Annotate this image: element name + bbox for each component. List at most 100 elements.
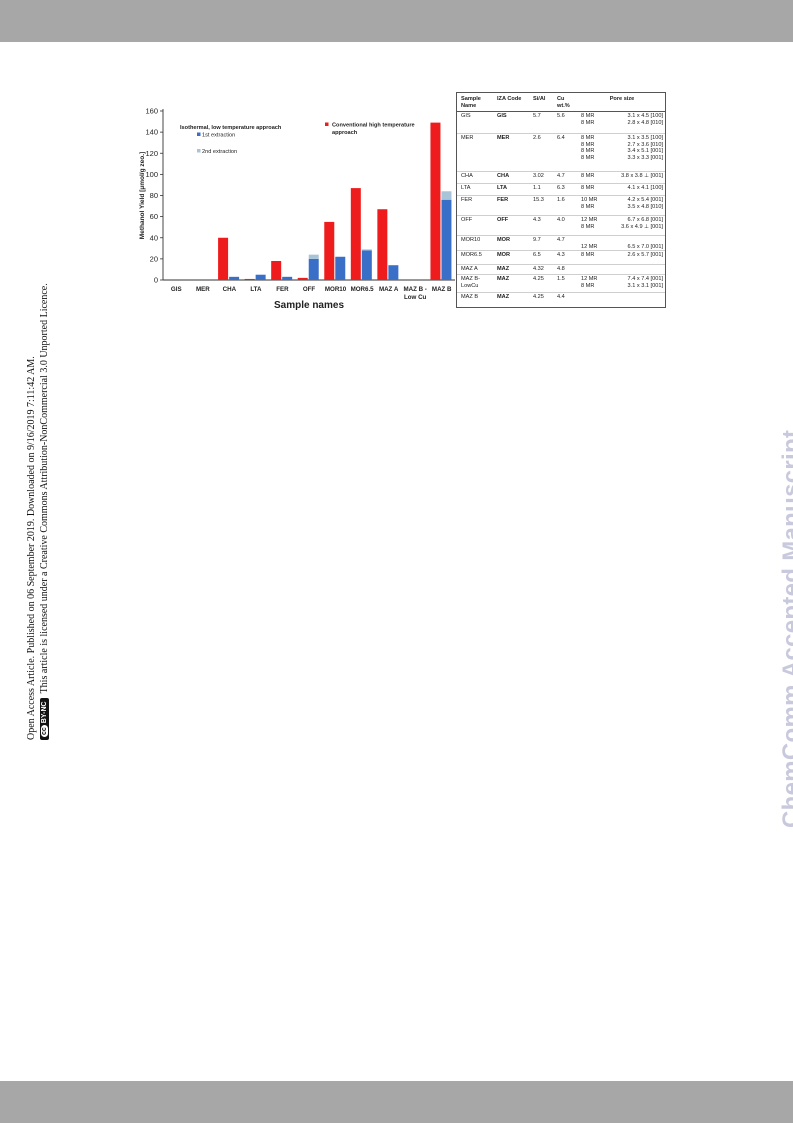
bar-2nd-extraction: [361, 249, 372, 251]
cell-sample-name: FER: [457, 196, 493, 216]
x-tick-label: MOR10: [325, 286, 347, 293]
bar-high-temp: [377, 209, 388, 280]
pore-dimension: 3.5 x 4.8 [010]: [627, 203, 663, 210]
table-row: MAZ B MAZ 4.25 4.4: [457, 292, 665, 304]
x-tick-label: GIS: [171, 286, 182, 293]
sample-name-text: MAZ B: [461, 294, 479, 301]
ring-size: 8 MR: [581, 119, 595, 126]
header-pore-size: Pore size: [609, 96, 635, 102]
cell-si-al: 4.3: [533, 217, 541, 223]
legend-group-title: Isothermal, low temperature approach: [180, 125, 282, 131]
ring-size: 8 MR: [581, 135, 595, 141]
legend-label-high-temp-1: Conventional high temperature: [332, 122, 415, 128]
y-tick-label: 60: [150, 212, 158, 221]
pore-dimension-list: 3.1 x 4.5 [100] 2.8 x 4.8 [010]: [628, 113, 663, 126]
pore-dimension: 3.8 x 3.8 ⊥ [001]: [621, 173, 663, 179]
ring-size: 8 MR: [581, 203, 595, 210]
cell-iza-code: MER: [497, 135, 510, 141]
pore-dimension: [628, 237, 663, 244]
licence-link[interactable]: This article is licensed under a Creativ…: [39, 283, 50, 694]
bar-high-temp: [218, 237, 229, 280]
pore-size-group: 8 MR 4.1 x 4.1 [100]: [581, 185, 663, 192]
bar-high-temp: [244, 278, 255, 280]
bar-high-temp: [350, 188, 361, 280]
sample-name-text: MAZ B-: [461, 276, 480, 283]
pore-dimension: 6.7 x 6.8 [001]: [627, 217, 663, 223]
pore-dimension-list: 6.7 x 6.8 [001] 3.6 x 4.9 ⊥ [001]: [621, 217, 663, 230]
ring-size: 12 MR: [581, 276, 598, 283]
x-tick-label: MOR6.5: [351, 286, 375, 293]
pore-dimension-list: 4.1 x 4.1 [100]: [628, 185, 663, 192]
legend-swatch-high-temp: [325, 122, 329, 126]
cell-sample-name: MOR6.5: [457, 251, 493, 265]
ring-size-list: 12 MR 8 MR: [581, 276, 597, 289]
cell-iza-code: MAZ: [497, 294, 510, 301]
ring-size-list: 10 MR 8 MR: [581, 197, 597, 210]
ring-size: 8 MR: [581, 252, 595, 259]
cell-cu-wt: 4.0: [557, 217, 565, 223]
bar-1st-extraction: [229, 276, 240, 280]
cell-si-al: 1.1: [533, 185, 541, 191]
cell-iza-code: LTA: [497, 185, 508, 191]
table-header-row: Sample Name IZA Code Si/Al Cu wt.% Pore …: [457, 93, 665, 112]
cell-sample-name: LTA: [457, 184, 493, 196]
ring-size: 8 MR: [581, 223, 595, 230]
cell-pore-size: [577, 265, 665, 275]
zeolite-properties-table: Sample Name IZA Code Si/Al Cu wt.% Pore …: [457, 93, 665, 304]
pore-dimension: 4.1 x 4.1 [100]: [627, 185, 663, 191]
cell-pore-size: [577, 293, 665, 304]
table-row: OFF OFF 4.3 4.0 12 MR 8 MR 6.7 x 6.8 [001] 3.6 …: [457, 215, 665, 236]
cell-cu-wt: 4.7: [557, 173, 565, 179]
bar-1st-extraction: [441, 199, 452, 280]
cc-license-icon[interactable]: ccBY-NC: [40, 698, 49, 740]
sample-name-text: CHA: [461, 173, 473, 179]
y-tick-label: 100: [145, 170, 158, 179]
pore-dimension: 3.1 x 3.5 [100]: [627, 135, 663, 141]
table-row: CHA CHA 3.02 4.7 8 MR 3.8 x 3.8 ⊥ [001]: [457, 171, 665, 184]
cell-iza-code: MAZ: [497, 266, 510, 273]
table-row: GIS GIS 5.7 5.6 8 MR 8 MR 3.1 x 4.5 [100] 2.8 x…: [457, 112, 665, 134]
header-cu-wt: Cu wt.%: [557, 96, 570, 109]
x-tick-label: MAZ A: [379, 286, 399, 293]
bar-2nd-extraction: [441, 191, 452, 200]
cell-pore-size: 8 MR 8 MR 3.1 x 4.5 [100] 2.8 x 4.8 [010]: [577, 112, 665, 134]
x-tick-label: MAZ B -: [403, 286, 426, 293]
y-tick-label: 40: [150, 233, 158, 242]
ring-size-list: 8 MR 8 MR 8 MR 8 MR: [581, 135, 594, 161]
sample-name-text: OFF: [461, 217, 473, 223]
cell-cu-wt: 5.6: [557, 113, 565, 119]
legend-swatch-1st: [197, 132, 201, 136]
cell-iza-code: GIS: [497, 113, 507, 119]
y-tick-label: 20: [150, 254, 158, 263]
ring-size-list: 12 MR: [581, 237, 597, 250]
ring-size: 10 MR: [581, 197, 598, 203]
bar-1st-extraction: [335, 256, 346, 280]
cell-cu-wt: 6.4: [557, 135, 565, 141]
cell-si-al: 5.7: [533, 113, 541, 119]
table-row: MAZ A MAZ 4.32 4.8: [457, 264, 665, 275]
header-si-al: Si/Al: [533, 96, 546, 102]
legend-label-high-temp-2: approach: [332, 130, 358, 136]
cell-cu-wt: 1.5: [557, 276, 565, 283]
ring-size: 8 MR: [581, 282, 595, 289]
y-tick-label: 0: [154, 276, 158, 285]
cell-sample-name: GIS: [457, 112, 493, 134]
x-tick-label: CHA: [223, 286, 237, 293]
x-tick-label: MER: [196, 286, 210, 293]
pore-size-group: 8 MR 3.8 x 3.8 ⊥ [001]: [581, 173, 663, 180]
ring-size-list: 12 MR 8 MR: [581, 217, 597, 230]
cell-si-al: 3.02: [533, 173, 544, 179]
cell-pore-size: 8 MR 3.8 x 3.8 ⊥ [001]: [577, 172, 665, 184]
open-access-notice: Open Access Article. Published on 06 Sep…: [26, 283, 50, 740]
table-row: MER MER 2.6 6.4 8 MR 8 MR 8 MR 8 MR 3.1 x 3.5 [1…: [457, 133, 665, 172]
pore-dimension-list: 3.8 x 3.8 ⊥ [001]: [621, 173, 663, 180]
table-row: LTA LTA 1.1 6.3 8 MR 4.1 x 4.1 [100]: [457, 183, 665, 196]
cell-pore-size: 8 MR 2.6 x 5.7 [001]: [577, 251, 665, 265]
bar-2nd-extraction: [308, 254, 319, 259]
ring-size-list: 8 MR: [581, 173, 594, 180]
pore-dimension-list: 6.5 x 7.0 [001]: [628, 237, 663, 250]
sample-name-text: MOR6.5: [461, 252, 482, 259]
y-tick-label: 120: [145, 149, 158, 158]
pore-dimension-list: 4.2 x 5.4 [001] 3.5 x 4.8 [010]: [628, 197, 663, 210]
cell-iza-code: MAZ: [497, 276, 510, 283]
